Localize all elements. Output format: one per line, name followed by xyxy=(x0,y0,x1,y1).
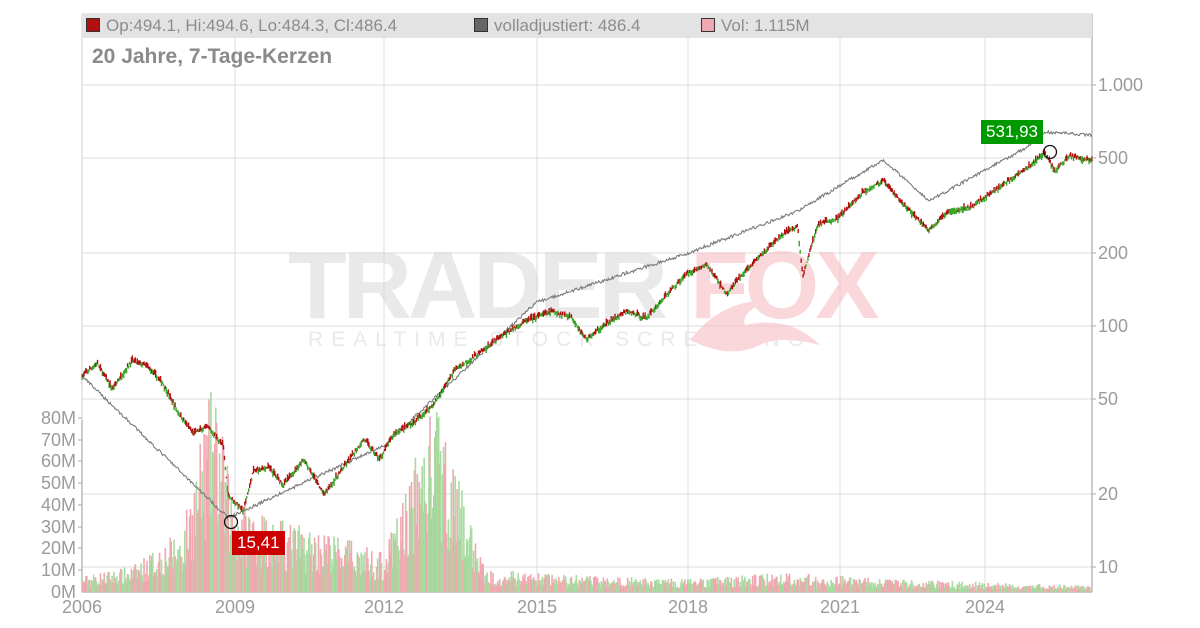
y-tick-100: 100 xyxy=(1098,316,1129,336)
low-marker-circle xyxy=(223,514,239,530)
vol-tick-20m: 20M xyxy=(40,538,76,558)
legend-adjusted: volladjustiert: 486.4 xyxy=(474,15,640,37)
candlesticks xyxy=(81,149,1093,515)
y-tick-1000: 1.000 xyxy=(1098,75,1144,95)
vol-tick-0m: 0M xyxy=(50,582,76,602)
y-tick-50: 50 xyxy=(1098,389,1119,409)
legend-ohlc: Op:494.1, Hi:494.6, Lo:484.3, Cl:486.4 xyxy=(86,15,397,37)
legend-ohlc-label: Op:494.1, Hi:494.6, Lo:484.3, Cl:486.4 xyxy=(106,16,398,35)
x-tick-2018: 2018 xyxy=(667,597,709,617)
y-tick-500: 500 xyxy=(1098,148,1129,168)
adjusted-price-line xyxy=(81,129,1093,521)
legend-volume-label: Vol: 1.115M xyxy=(721,16,810,35)
y-tick-marks xyxy=(1092,84,1096,568)
y-tick-10: 10 xyxy=(1098,557,1119,577)
high-marker-circle xyxy=(1042,144,1058,160)
vol-tick-70m: 70M xyxy=(40,430,76,450)
y-tick-20: 20 xyxy=(1098,484,1119,504)
x-tick-2009: 2009 xyxy=(214,597,256,617)
high-price-badge: 531,93 xyxy=(981,120,1043,144)
volume-bars xyxy=(81,392,1091,592)
x-tick-2006: 2006 xyxy=(61,597,103,617)
vol-tick-80m: 80M xyxy=(40,408,76,428)
vol-tick-30m: 30M xyxy=(40,517,76,537)
vol-tick-50m: 50M xyxy=(40,473,76,493)
x-tick-2012: 2012 xyxy=(363,597,405,617)
volume-swatch-icon xyxy=(701,18,715,32)
volume-tick-marks xyxy=(78,417,82,571)
gridlines xyxy=(82,14,1092,592)
legend-bar xyxy=(82,14,1092,38)
vol-tick-40m: 40M xyxy=(40,495,76,515)
legend-volume: Vol: 1.115M xyxy=(701,15,810,37)
x-tick-2015: 2015 xyxy=(516,597,558,617)
x-tick-2021: 2021 xyxy=(819,597,861,617)
y-tick-200: 200 xyxy=(1098,243,1129,263)
vol-tick-10m: 10M xyxy=(40,560,76,580)
vol-tick-60m: 60M xyxy=(40,451,76,471)
x-tick-2024: 2024 xyxy=(964,597,1006,617)
adjusted-swatch-icon xyxy=(474,18,488,32)
low-price-badge: 15,41 xyxy=(232,531,285,555)
ohlc-swatch-icon xyxy=(86,18,100,32)
svg-text:REALTIME STOCK SCREENING: REALTIME STOCK SCREENING xyxy=(308,328,812,351)
chart-subtitle: 20 Jahre, 7-Tage-Kerzen xyxy=(92,45,333,68)
legend-adjusted-label: volladjustiert: 486.4 xyxy=(494,16,641,35)
